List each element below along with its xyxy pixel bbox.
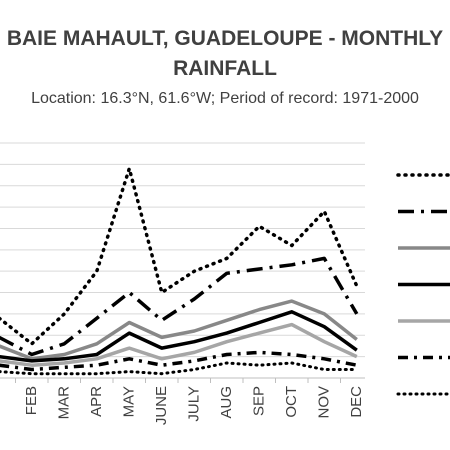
series-line-1: [0, 166, 359, 346]
series-line-6: [0, 350, 358, 372]
x-tick-labels: FEB MAR APR MAY JUNE JULY AUG SEP OCT NOV DEC: [23, 386, 365, 425]
chart-subtitle: Location: 16.3°N, 61.6°W; Period of reco…: [31, 90, 419, 107]
x-tick-label: AUG: [218, 386, 235, 419]
series-line-7: [0, 361, 359, 376]
x-tick-label: NOV: [315, 386, 332, 419]
x-tick-label: MAR: [55, 386, 72, 420]
x-tick-label: JUNE: [153, 386, 170, 425]
chart-title-line-2: RAINFALL: [173, 57, 277, 80]
series-line-3: [0, 299, 358, 361]
chart-title-line-1: BAIE MAHAULT, GUADELOUPE - MONTHLY: [6, 27, 444, 50]
series-lines: [0, 166, 359, 376]
axes: [0, 377, 365, 383]
x-tick-label: APR: [88, 386, 105, 417]
chart-title: BAIE MAHAULT, GUADELOUPE - MONTHLY RAINF…: [0, 24, 450, 84]
series-line-5: [0, 322, 358, 367]
series-line-4: [0, 310, 358, 363]
x-tick-label: FEB: [23, 386, 40, 415]
x-tick-label: OCT: [283, 386, 300, 418]
x-tick-label: JULY: [185, 386, 202, 422]
x-tick-label: DEC: [348, 386, 365, 418]
x-tick-label: SEP: [250, 386, 267, 416]
x-tick-label: MAY: [120, 386, 137, 417]
legend: [396, 173, 450, 396]
